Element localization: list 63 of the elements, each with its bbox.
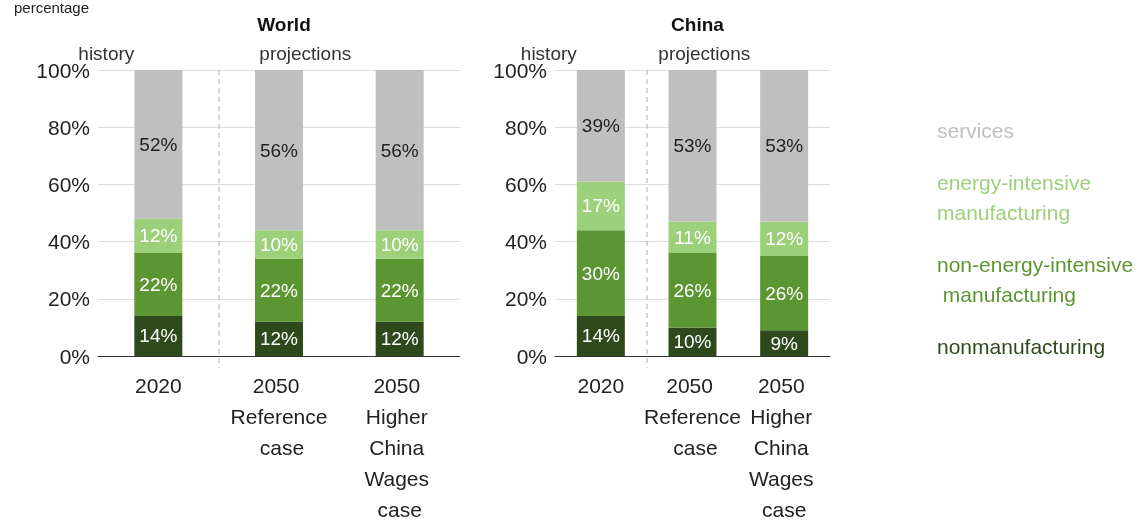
y-tick-label: 20% <box>504 287 547 311</box>
text: non-energy-intensive manufacturing <box>937 252 1134 306</box>
bar <box>576 230 625 316</box>
data-label: 14% <box>139 325 178 347</box>
bar <box>375 70 424 231</box>
x-tick-label: 2020 <box>134 374 182 397</box>
x-tick-label: 2050 Reference case <box>644 374 741 459</box>
bar <box>255 70 303 231</box>
data-label: 12% <box>380 328 419 350</box>
data-label: 12% <box>139 225 178 247</box>
data-label: 10% <box>259 233 299 255</box>
data-label: 10% <box>380 233 419 255</box>
y-tick-label: 40% <box>47 230 90 254</box>
data-label: 52% <box>139 133 178 155</box>
data-label: 22% <box>259 279 299 301</box>
y-tick-label: 80% <box>504 115 547 139</box>
data-label: 53% <box>765 135 804 157</box>
bar <box>668 253 717 328</box>
data-label: 56% <box>380 139 419 161</box>
y-axis-title: percentage <box>14 0 90 16</box>
y-tick-label: 20% <box>47 287 90 311</box>
text: projections <box>259 43 352 64</box>
data-label: 39% <box>581 115 620 137</box>
y-tick-label: 80% <box>47 115 90 139</box>
y-tick-label: 60% <box>504 172 547 196</box>
x-tick-label: 2050 Reference case <box>230 374 328 459</box>
chart-title: World <box>257 14 311 35</box>
text: history <box>520 43 578 64</box>
data-label: 11% <box>674 226 711 248</box>
data-label: 22% <box>139 274 178 295</box>
data-label: 17% <box>581 195 620 217</box>
x-tick-label: 2050 Higher China Wages case <box>364 374 435 521</box>
y-tick-label: 60% <box>47 172 90 196</box>
bar <box>375 258 424 322</box>
bar <box>760 70 809 222</box>
data-label: 26% <box>673 279 712 301</box>
data-label: 22% <box>380 279 419 301</box>
x-tick-label: 2020 <box>577 374 625 397</box>
data-label: 26% <box>765 282 804 304</box>
bar <box>134 70 183 219</box>
bar <box>134 253 183 316</box>
x-tick-label: 2050 Higher China Wages case <box>748 374 820 521</box>
y-tick-label: 0% <box>59 344 90 368</box>
bar <box>668 70 717 222</box>
data-label: 10% <box>673 331 712 353</box>
y-tick-label: 0% <box>516 344 547 368</box>
data-label: 56% <box>259 139 299 161</box>
data-label: 14% <box>581 325 620 347</box>
data-label: 53% <box>673 135 712 157</box>
bar <box>760 255 809 331</box>
text: nonmanufacturing <box>937 334 1106 358</box>
text: projections <box>658 43 751 64</box>
chart-title: China <box>671 14 725 35</box>
text: services <box>937 118 1015 142</box>
bar <box>255 258 303 322</box>
text: energy-intensive manufacturing <box>937 170 1097 224</box>
data-label: 9% <box>770 332 798 354</box>
y-tick-label: 40% <box>504 230 547 254</box>
bar <box>576 70 625 182</box>
data-label: 12% <box>259 328 299 350</box>
data-label: 30% <box>581 262 620 284</box>
text: history <box>78 43 135 64</box>
data-label: 12% <box>765 228 804 250</box>
